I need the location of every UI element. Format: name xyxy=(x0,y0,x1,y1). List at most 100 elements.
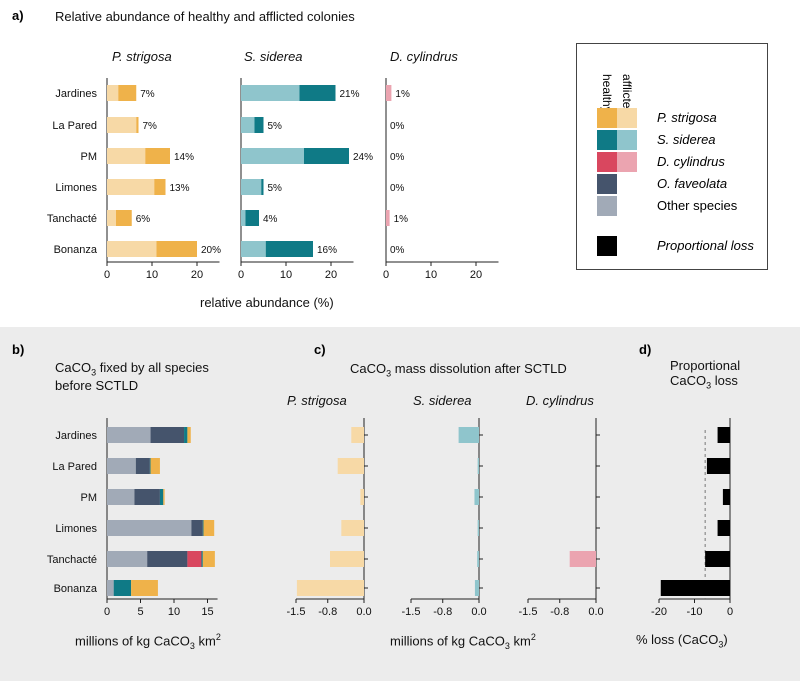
category-label-tanchact: Tanchacté xyxy=(47,213,97,225)
legend-label-p-strigosa: P. strigosa xyxy=(657,110,717,125)
d-x-tick-label-0: 0 xyxy=(727,606,733,618)
x-tick-label-20: 20 xyxy=(325,269,337,281)
c-bar-s-siderea-pm xyxy=(474,489,479,505)
legend-item-p-strigosa: P. strigosa xyxy=(597,108,767,128)
c-bar-p-strigosa-tanchact xyxy=(330,551,364,567)
bar-afflicted-s-siderea-pm xyxy=(241,148,304,164)
c-bar-s-siderea-bonanza xyxy=(474,580,479,596)
legend-label-o-faveolata: O. faveolata xyxy=(657,176,728,191)
bar-afflicted-s-siderea-tanchact xyxy=(241,210,246,226)
x-tick-label-0: 0 xyxy=(104,269,110,281)
legend-label-s-siderea: S. siderea xyxy=(657,132,716,147)
data-label-p-strigosa-limones: 13% xyxy=(170,183,190,194)
facet-c-title-s-siderea: S. siderea xyxy=(413,393,472,408)
b-bar-o-faveolata-jardines xyxy=(150,427,185,443)
legend-item-o-faveolata: O. faveolata xyxy=(597,174,767,194)
facet-c-title-p-strigosa: P. strigosa xyxy=(287,393,347,408)
bar-afflicted-s-siderea-la-pared xyxy=(241,117,255,133)
bar-healthy-p-strigosa-bonanza xyxy=(156,241,197,257)
c-bar-p-strigosa-limones xyxy=(341,520,364,536)
x-tick-label-10: 10 xyxy=(280,269,292,281)
b-bar-s-siderea-bonanza xyxy=(113,580,132,596)
legend-item-s-siderea: S. siderea xyxy=(597,130,767,150)
x-tick-label-0: 0 xyxy=(383,269,389,281)
bar-healthy-p-strigosa-tanchact xyxy=(116,210,132,226)
b-bar-other-species-la-pared xyxy=(107,458,136,474)
b-category-label-limones: Limones xyxy=(55,523,97,535)
legend-swatch-afflicted-p-strigosa xyxy=(617,108,637,128)
b-bar-other-species-jardines xyxy=(107,427,151,443)
x-tick-label-20: 20 xyxy=(470,269,482,281)
data-label-s-siderea-pm: 24% xyxy=(353,152,373,163)
b-category-label-jardines: Jardines xyxy=(55,430,97,442)
category-label-limones: Limones xyxy=(55,182,97,194)
c-x-tick-label-p-strigosa--0.8: -0.8 xyxy=(318,606,337,618)
x-tick-label-10: 10 xyxy=(146,269,158,281)
panel-a-label: a) xyxy=(12,8,24,23)
d-x-tick-label--10: -10 xyxy=(687,606,703,618)
b-bar-o-faveolata-la-pared xyxy=(135,458,150,474)
data-label-s-siderea-la-pared: 5% xyxy=(268,121,283,132)
c-x-tick-label-s-siderea--0.8: -0.8 xyxy=(433,606,452,618)
bar-healthy-s-siderea-la-pared xyxy=(254,117,264,133)
bar-afflicted-s-siderea-jardines xyxy=(241,85,300,101)
bar-healthy-s-siderea-pm xyxy=(304,148,349,164)
x-tick-label-10: 10 xyxy=(425,269,437,281)
c-x-tick-label-s-siderea-0: 0.0 xyxy=(471,606,486,618)
data-label-p-strigosa-jardines: 7% xyxy=(140,89,155,100)
bar-afflicted-p-strigosa-bonanza xyxy=(107,241,157,257)
d-bar-bonanza xyxy=(660,580,730,596)
x-tick-label-20: 20 xyxy=(191,269,203,281)
bar-afflicted-s-siderea-bonanza xyxy=(241,241,266,257)
b-bar-s-siderea-jardines xyxy=(184,427,188,443)
c-bar-p-strigosa-bonanza xyxy=(296,580,364,596)
b-category-label-bonanza: Bonanza xyxy=(54,583,98,595)
legend-box: healthy afflicted P. strigosa S. siderea D… xyxy=(576,43,768,270)
chart-b-xlabel: millions of kg CaCO3 km2 xyxy=(75,632,221,651)
c-bar-p-strigosa-jardines xyxy=(351,427,364,443)
c-x-tick-label-d-cylindrus--0.8: -0.8 xyxy=(550,606,569,618)
legend-swatch-healthy-d-cylindrus xyxy=(597,152,617,172)
c-x-tick-label-p-strigosa-0: 0.0 xyxy=(356,606,371,618)
legend-swatch-healthy-p-strigosa xyxy=(597,108,617,128)
b-bar-d-cylindrus-tanchact xyxy=(187,551,202,567)
b-bar-other-species-bonanza xyxy=(107,580,114,596)
d-bar-jardines xyxy=(717,427,730,443)
b-bar-p-strigosa-pm xyxy=(163,489,165,505)
chart-c-xlabel: millions of kg CaCO3 km2 xyxy=(390,632,536,651)
legend-item-other-species: Other species xyxy=(597,196,767,216)
bar-healthy-s-siderea-jardines xyxy=(299,85,336,101)
data-label-d-cylindrus-limones: 0% xyxy=(390,183,405,194)
d-bar-la-pared xyxy=(706,458,730,474)
c-bar-p-strigosa-la-pared xyxy=(337,458,364,474)
c-x-tick-label-s-siderea--1.5: -1.5 xyxy=(402,606,421,618)
c-bar-s-siderea-la-pared xyxy=(477,458,479,474)
d-bar-pm xyxy=(722,489,730,505)
legend-label-other-species: Other species xyxy=(657,198,738,213)
facet-title-s-siderea: S. siderea xyxy=(244,49,303,64)
facet-title-p-strigosa: P. strigosa xyxy=(112,49,172,64)
bar-afflicted-p-strigosa-pm xyxy=(107,148,146,164)
c-bar-p-strigosa-pm xyxy=(360,489,364,505)
legend-label-proportional-loss: Proportional loss xyxy=(657,238,754,253)
data-label-s-siderea-jardines: 21% xyxy=(340,89,360,100)
legend-item-d-cylindrus: D. cylindrus xyxy=(597,152,767,172)
data-label-p-strigosa-pm: 14% xyxy=(174,152,194,163)
category-label-jardines: Jardines xyxy=(55,88,97,100)
b-bar-p-strigosa-jardines xyxy=(187,427,191,443)
panel-d-title: Proportional CaCO3 loss xyxy=(670,358,741,391)
b-bar-p-strigosa-la-pared xyxy=(150,458,160,474)
panel-d-label: d) xyxy=(639,342,652,357)
b-bar-o-faveolata-limones xyxy=(191,520,203,536)
b-x-tick-label-10: 10 xyxy=(168,606,180,618)
legend-swatch-healthy-other-species xyxy=(597,196,617,216)
bar-healthy-p-strigosa-pm xyxy=(145,148,170,164)
data-label-d-cylindrus-tanchact: 1% xyxy=(394,214,409,225)
bar-afflicted-p-strigosa-la-pared xyxy=(107,117,137,133)
data-label-s-siderea-tanchact: 4% xyxy=(263,214,278,225)
legend-swatch-afflicted-d-cylindrus xyxy=(617,152,637,172)
b-category-label-tanchact: Tanchacté xyxy=(47,554,97,566)
b-x-tick-label-5: 5 xyxy=(137,606,143,618)
chart-a-xlabel: relative abundance (%) xyxy=(200,295,334,310)
